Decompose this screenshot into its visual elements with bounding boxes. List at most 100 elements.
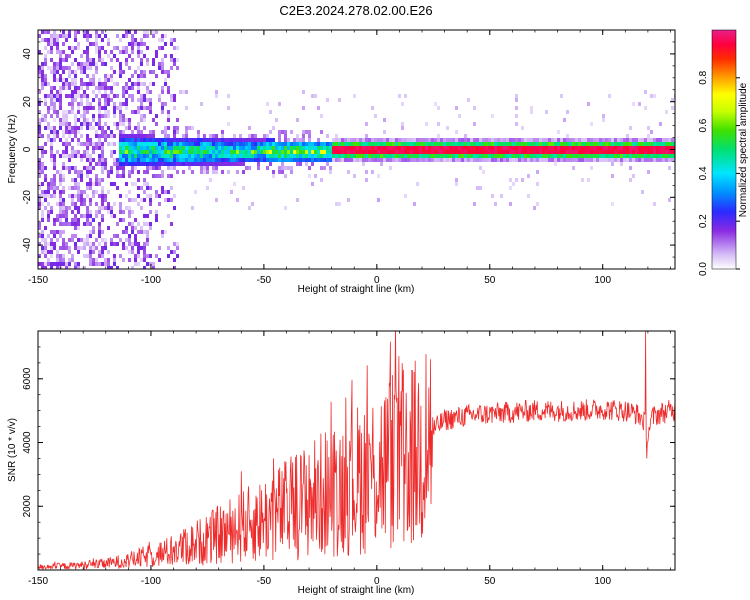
heatmap-cell [188,158,191,162]
heatmap-cell [110,150,113,154]
heatmap-cell [290,166,293,170]
heatmap-cell [299,138,302,142]
heatmap-cell [74,214,77,218]
heatmap-cell [56,262,59,266]
heatmap-cell [581,158,584,162]
heatmap-cell [644,106,647,110]
heatmap-cell [560,158,563,162]
heatmap-cell [308,150,311,154]
heatmap-cell [155,214,158,218]
heatmap-cell [467,146,470,150]
heatmap-cell [245,138,248,142]
x-tick-label: 0 [374,576,380,587]
heatmap-cell [68,134,71,138]
heatmap-cell [290,130,293,134]
heatmap-cell [245,154,248,158]
heatmap-cell [101,142,104,146]
heatmap-cell [149,186,152,190]
heatmap-cell [71,102,74,106]
heatmap-cell [650,154,653,158]
heatmap-cell [50,266,53,269]
heatmap-cell [38,194,41,198]
heatmap-cell [128,42,131,46]
heatmap-cell [530,106,533,110]
heatmap-cell [56,134,59,138]
heatmap-cell [488,142,491,146]
heatmap-cell [536,142,539,146]
heatmap-cell [110,170,113,174]
heatmap-cell [437,146,440,150]
heatmap-cell [608,142,611,146]
heatmap-cell [290,158,293,162]
heatmap-cell [116,186,119,190]
heatmap-cell [56,238,59,242]
heatmap-cell [656,146,659,150]
heatmap-cell [104,78,107,82]
heatmap-cell [494,158,497,162]
heatmap-cell [521,126,524,130]
heatmap-cell [395,138,398,142]
heatmap-cell [89,254,92,258]
heatmap-cell [659,146,662,150]
heatmap-cell [53,158,56,162]
heatmap-cell [98,138,101,142]
heatmap-cell [473,122,476,126]
heatmap-cell [65,150,68,154]
heatmap-cell [149,98,152,102]
heatmap-cell [479,166,482,170]
heatmap-cell [563,146,566,150]
heatmap-cell [509,154,512,158]
heatmap-cell [593,150,596,154]
heatmap-cell [281,166,284,170]
heatmap-cell [671,150,674,154]
heatmap-cell [173,126,176,130]
heatmap-cell [233,138,236,142]
heatmap-cell [623,146,626,150]
heatmap-cell [377,198,380,202]
heatmap-cell [341,142,344,146]
heatmap-cell [170,250,173,254]
heatmap-cell [110,242,113,246]
heatmap-cell [239,162,242,166]
heatmap-cell [296,138,299,142]
heatmap-cell [404,194,407,198]
heatmap-cell [65,110,68,114]
heatmap-cell [65,54,68,58]
heatmap-cell [404,158,407,162]
heatmap-cell [269,146,272,150]
heatmap-cell [134,30,137,34]
heatmap-cell [338,138,341,142]
heatmap-cell [38,122,41,126]
heatmap-cell [647,154,650,158]
heatmap-cell [671,146,674,150]
heatmap-cell [149,162,152,166]
heatmap-cell [53,66,56,70]
heatmap-cell [53,178,56,182]
heatmap-cell [173,162,176,166]
heatmap-cell [44,142,47,146]
heatmap-cell [137,178,140,182]
heatmap-cell [98,82,101,86]
heatmap-cell [77,218,80,222]
heatmap-cell [161,46,164,50]
heatmap-cell [56,62,59,66]
heatmap-cell [308,130,311,134]
heatmap-cell [62,202,65,206]
heatmap-cell [545,150,548,154]
heatmap-cell [80,214,83,218]
heatmap-cell [89,106,92,110]
heatmap-cell [185,106,188,110]
heatmap-cell [74,242,77,246]
heatmap-cell [41,218,44,222]
heatmap-cell [338,146,341,150]
heatmap-cell [206,158,209,162]
heatmap-cell [317,154,320,158]
heatmap-cell [416,146,419,150]
heatmap-cell [158,142,161,146]
heatmap-cell [242,158,245,162]
heatmap-cell [128,234,131,238]
heatmap-cell [86,122,89,126]
heatmap-cell [62,166,65,170]
heatmap-cell [629,158,632,162]
